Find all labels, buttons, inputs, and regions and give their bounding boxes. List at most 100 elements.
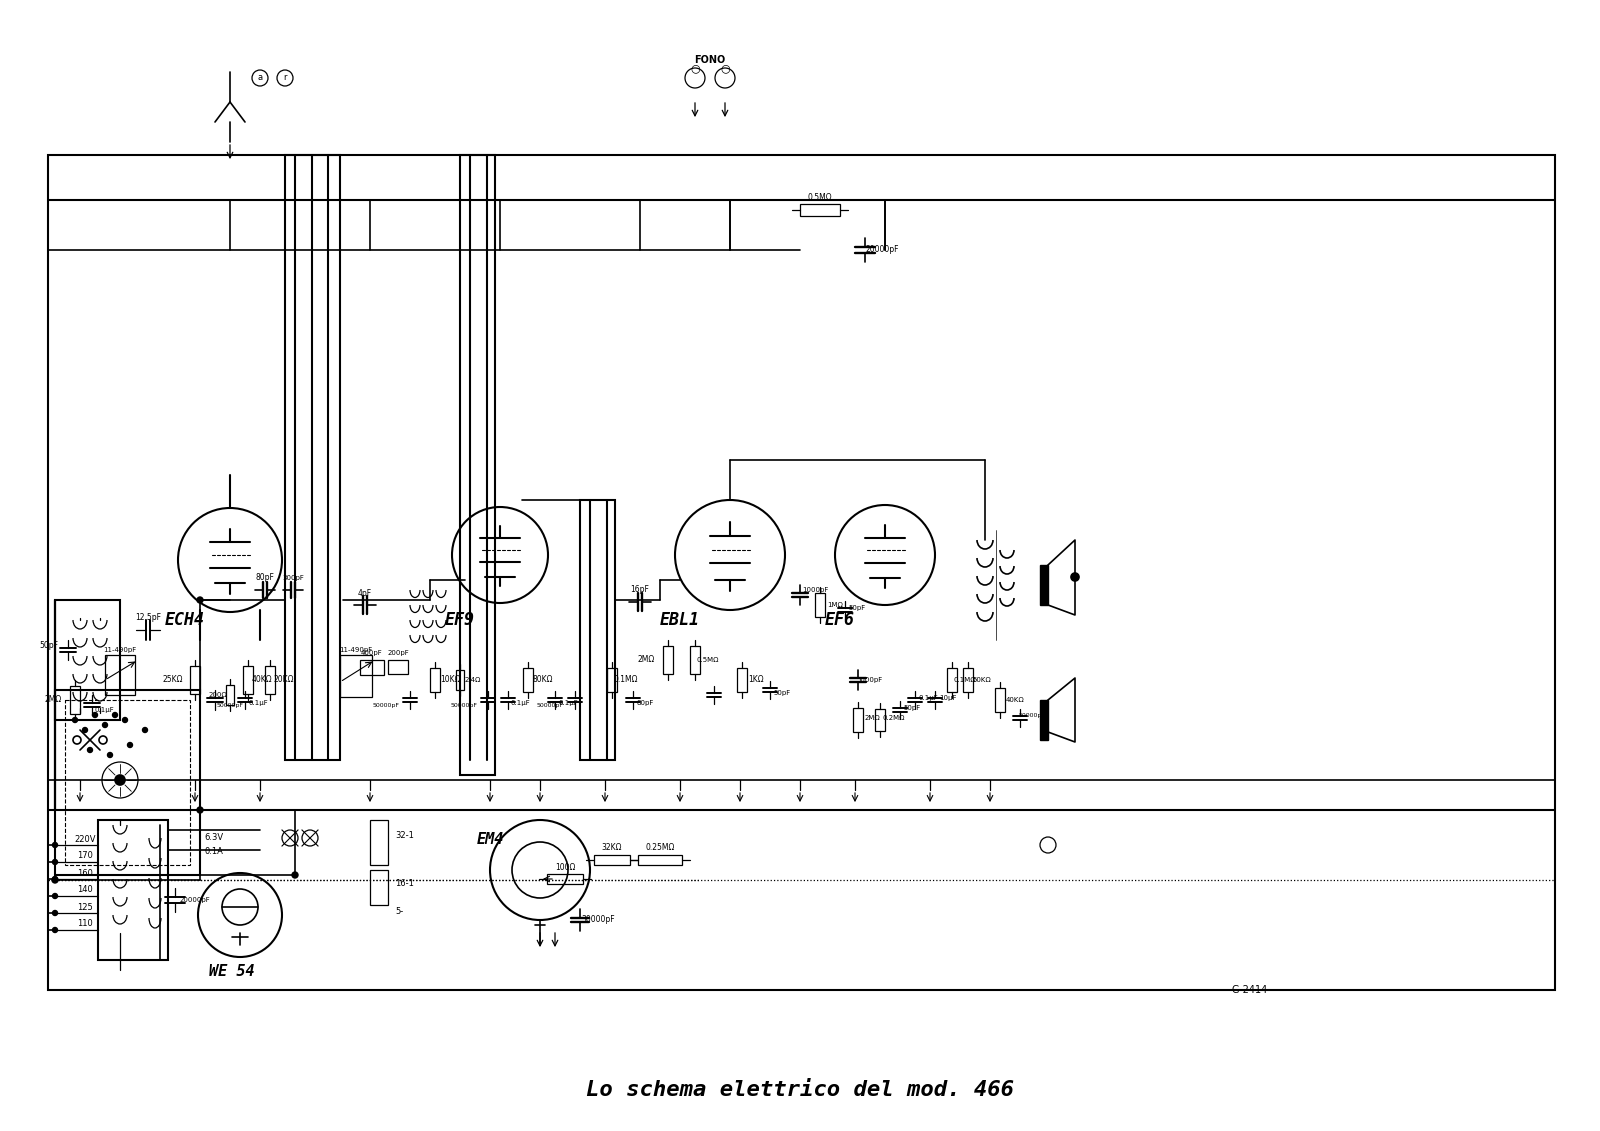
Text: 4pF: 4pF xyxy=(358,589,373,598)
Bar xyxy=(243,666,253,694)
Circle shape xyxy=(53,893,58,898)
Circle shape xyxy=(142,727,147,733)
Text: FONO: FONO xyxy=(694,55,726,64)
Bar xyxy=(285,155,339,760)
Text: 32KΩ: 32KΩ xyxy=(602,844,622,853)
Circle shape xyxy=(1070,573,1078,581)
Text: 16-1: 16-1 xyxy=(395,879,414,888)
Text: 50pF: 50pF xyxy=(904,705,920,711)
Text: 1000pF: 1000pF xyxy=(802,587,829,593)
Text: 50000pF: 50000pF xyxy=(1019,714,1045,718)
Circle shape xyxy=(53,843,58,847)
Text: ○: ○ xyxy=(690,63,699,74)
Text: 0.25MΩ: 0.25MΩ xyxy=(645,844,675,853)
Text: 40KΩ: 40KΩ xyxy=(251,675,272,684)
Circle shape xyxy=(72,717,77,723)
Circle shape xyxy=(88,748,93,752)
Bar xyxy=(523,668,533,692)
Text: 12.5pF: 12.5pF xyxy=(134,613,162,622)
Bar xyxy=(800,204,840,216)
Text: 0.1MΩ: 0.1MΩ xyxy=(954,677,976,683)
Circle shape xyxy=(197,597,203,603)
Text: 0.1µF: 0.1µF xyxy=(248,700,267,706)
Text: 50pF: 50pF xyxy=(773,690,790,696)
Circle shape xyxy=(123,717,128,723)
Text: 0.1µF: 0.1µF xyxy=(94,707,114,713)
Circle shape xyxy=(107,752,112,758)
Text: 125: 125 xyxy=(77,903,93,912)
Text: r: r xyxy=(283,74,286,83)
Bar xyxy=(738,668,747,692)
Text: 11-490pF: 11-490pF xyxy=(104,647,136,653)
Bar xyxy=(606,668,618,692)
Bar xyxy=(995,688,1005,713)
Bar xyxy=(66,700,190,865)
Text: 40KΩ: 40KΩ xyxy=(1006,697,1024,703)
Text: 50KΩ: 50KΩ xyxy=(973,677,992,683)
Bar xyxy=(1040,700,1048,740)
Bar xyxy=(690,646,701,674)
Text: 0.1µF: 0.1µF xyxy=(558,700,578,706)
Text: 25KΩ: 25KΩ xyxy=(163,675,182,684)
Text: 30000pF: 30000pF xyxy=(581,915,614,924)
Circle shape xyxy=(53,910,58,915)
Text: 170: 170 xyxy=(77,852,93,861)
Bar xyxy=(461,155,494,775)
Text: 300pF: 300pF xyxy=(282,575,304,581)
Bar xyxy=(547,874,582,884)
Text: 110: 110 xyxy=(77,920,93,929)
Bar xyxy=(963,668,973,692)
Text: 2MΩ: 2MΩ xyxy=(638,656,654,665)
Text: 50000pF: 50000pF xyxy=(373,702,400,708)
Text: 0.1µF: 0.1µF xyxy=(918,696,938,701)
Text: WE 54: WE 54 xyxy=(210,965,254,979)
Text: 0.2MΩ: 0.2MΩ xyxy=(883,715,906,720)
Text: 1KΩ: 1KΩ xyxy=(749,675,763,684)
Circle shape xyxy=(51,877,58,883)
Text: 2MΩ: 2MΩ xyxy=(45,696,62,705)
Bar xyxy=(339,655,371,697)
Text: 0.1A: 0.1A xyxy=(205,847,224,856)
Bar xyxy=(98,820,168,960)
Circle shape xyxy=(291,872,298,878)
Text: G 2414: G 2414 xyxy=(1232,985,1267,995)
Bar xyxy=(54,601,120,720)
Text: 32-1: 32-1 xyxy=(395,830,414,839)
Bar xyxy=(947,668,957,692)
Text: 2MΩ: 2MΩ xyxy=(864,715,880,720)
Bar xyxy=(662,646,674,674)
Text: 10KΩ: 10KΩ xyxy=(440,675,461,684)
Bar xyxy=(430,668,440,692)
Text: 140: 140 xyxy=(77,886,93,895)
Text: 0.1MΩ: 0.1MΩ xyxy=(614,675,638,684)
Text: 1MΩ: 1MΩ xyxy=(827,602,843,608)
Bar xyxy=(370,820,387,865)
Circle shape xyxy=(83,727,88,733)
Bar xyxy=(387,661,408,674)
Bar xyxy=(1040,566,1048,605)
Circle shape xyxy=(115,775,125,785)
Text: ECH4: ECH4 xyxy=(165,611,205,629)
Text: 5-: 5- xyxy=(395,907,403,916)
Circle shape xyxy=(53,860,58,864)
Text: 200pF: 200pF xyxy=(387,650,410,656)
Text: 0.5MΩ: 0.5MΩ xyxy=(808,193,832,202)
Text: 20KΩ: 20KΩ xyxy=(274,675,294,684)
Bar xyxy=(875,709,885,731)
Bar xyxy=(853,708,862,732)
Text: 80KΩ: 80KΩ xyxy=(533,675,554,684)
Circle shape xyxy=(53,877,58,881)
Text: 11-490pF: 11-490pF xyxy=(339,647,373,653)
Text: 10µF: 10µF xyxy=(939,696,957,701)
Circle shape xyxy=(53,927,58,932)
Text: 5000pF: 5000pF xyxy=(858,677,883,683)
Bar xyxy=(638,855,682,865)
Text: 200Ω: 200Ω xyxy=(208,692,227,698)
Text: 400pF: 400pF xyxy=(362,650,382,656)
Bar xyxy=(814,593,826,618)
Bar xyxy=(456,670,464,690)
Text: EF9: EF9 xyxy=(445,611,475,629)
Text: 160: 160 xyxy=(77,869,93,878)
Bar xyxy=(106,655,134,696)
Bar xyxy=(54,690,200,875)
